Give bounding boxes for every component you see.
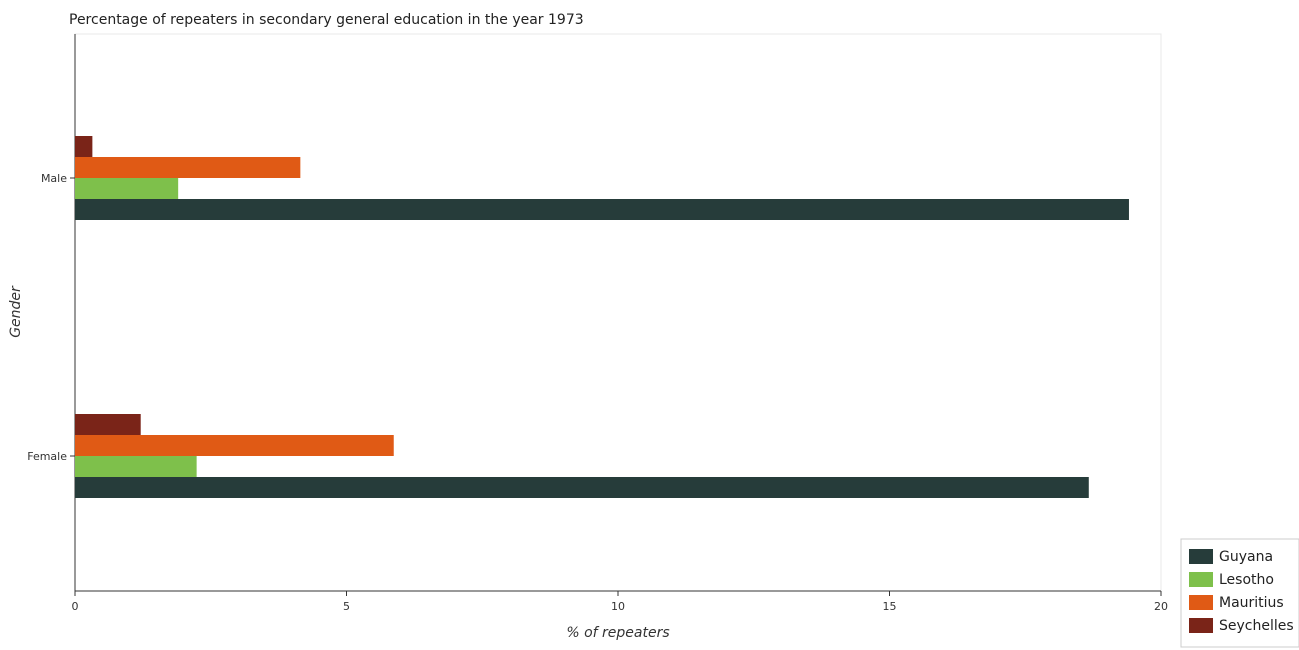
x-tick-label: 20: [1154, 600, 1168, 613]
chart-title: Percentage of repeaters in secondary gen…: [69, 12, 584, 28]
legend: Guyana Lesotho Mauritius Seychelles: [1180, 538, 1299, 648]
x-tick-label: 10: [611, 600, 625, 613]
legend-label-lesotho: Lesotho: [1219, 572, 1274, 588]
x-axis-label: % of repeaters: [566, 625, 669, 641]
bar-lesotho-male: [75, 178, 179, 199]
plot-frame: [74, 33, 1162, 592]
bar-seychelles-male: [75, 136, 93, 157]
bar-mauritius-female: [75, 435, 394, 456]
bar-seychelles-female: [75, 414, 141, 435]
x-tick-label: 0: [72, 600, 79, 613]
y-tick-label-male: Male: [41, 172, 67, 185]
bar-guyana-female: [75, 477, 1089, 498]
legend-label-guyana: Guyana: [1219, 549, 1273, 565]
legend-label-mauritius: Mauritius: [1219, 595, 1284, 611]
legend-label-seychelles: Seychelles: [1219, 618, 1294, 634]
legend-swatch-mauritius: [1189, 595, 1213, 610]
bar-mauritius-male: [75, 157, 301, 178]
y-axis-label: Gender: [8, 285, 24, 338]
bar-lesotho-female: [75, 456, 197, 477]
x-tick-label: 5: [343, 600, 350, 613]
legend-swatch-seychelles: [1189, 618, 1213, 633]
legend-swatch-lesotho: [1189, 572, 1213, 587]
legend-swatch-guyana: [1189, 549, 1213, 564]
x-ticks: 0 5 10 15 20: [72, 591, 1168, 613]
x-tick-label: 15: [883, 600, 897, 613]
y-tick-label-female: Female: [27, 450, 67, 463]
bars: [75, 136, 1129, 498]
bar-guyana-male: [75, 199, 1129, 220]
y-ticks: Female Male: [27, 172, 75, 463]
